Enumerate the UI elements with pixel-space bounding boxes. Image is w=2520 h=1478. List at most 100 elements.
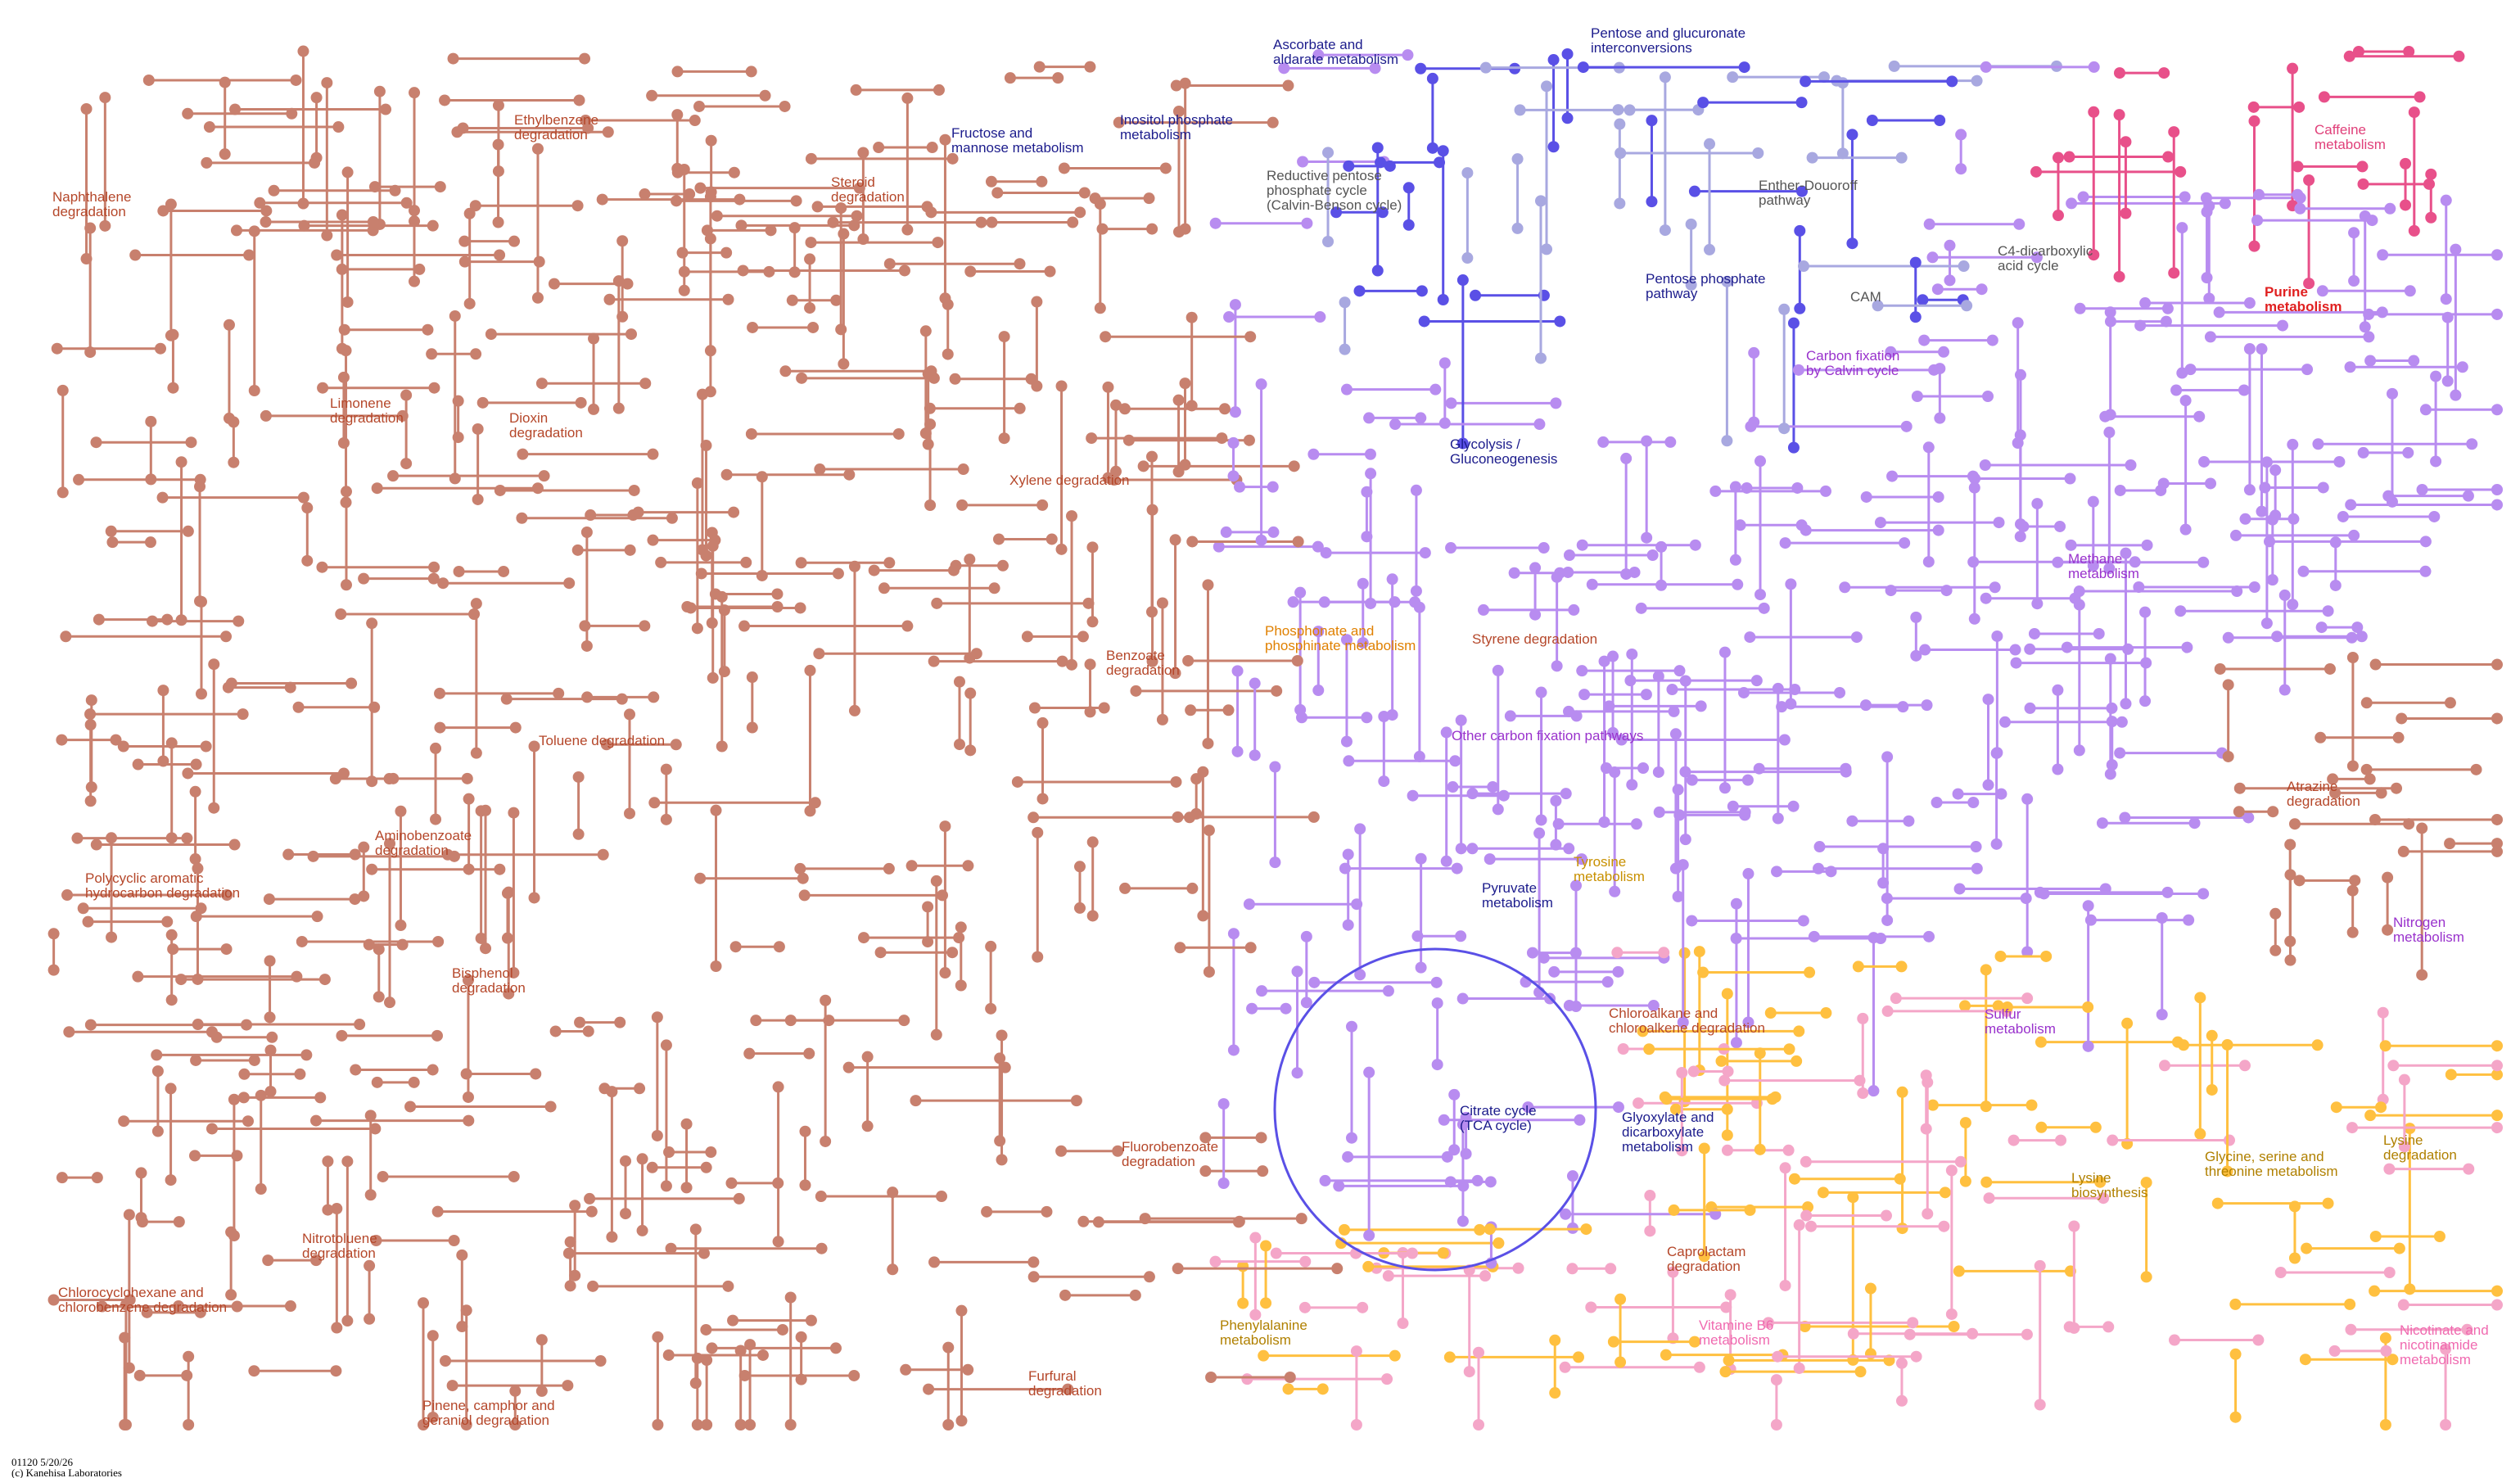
node: [1630, 818, 1642, 830]
node: [1552, 818, 1565, 830]
node: [1945, 1308, 1958, 1320]
node: [93, 613, 105, 626]
node: [1628, 566, 1641, 578]
node: [765, 224, 777, 237]
node: [1748, 346, 1760, 359]
node: [371, 482, 383, 495]
pathway-label: (Calvin-Benson cycle): [1267, 197, 1402, 213]
node: [1455, 843, 1467, 855]
node: [928, 655, 940, 667]
node: [1217, 1177, 1230, 1189]
node: [1070, 1095, 1082, 1107]
node: [588, 332, 600, 345]
node: [1644, 1225, 1656, 1237]
node: [1742, 868, 1755, 880]
node: [264, 955, 276, 967]
node: [1626, 779, 1638, 791]
node: [2030, 251, 2043, 264]
node: [579, 52, 591, 65]
node: [1899, 537, 1911, 549]
node: [1342, 848, 1354, 861]
pathway-label: Pyruvate: [1482, 880, 1537, 896]
node: [2352, 45, 2364, 57]
node: [2379, 1040, 2391, 1052]
node: [603, 293, 616, 305]
node: [883, 258, 896, 270]
node: [772, 1236, 784, 1248]
node: [1938, 1220, 1950, 1232]
node: [1172, 1263, 1184, 1275]
node: [1437, 1247, 1449, 1259]
node: [2175, 165, 2187, 178]
node: [290, 74, 302, 86]
node: [942, 348, 954, 360]
node: [1787, 441, 1800, 454]
node: [580, 527, 593, 539]
node: [2073, 599, 2085, 611]
node: [2222, 679, 2234, 691]
node: [427, 1411, 439, 1423]
node: [544, 1101, 557, 1113]
node: [1745, 420, 1757, 432]
node: [1186, 536, 1199, 548]
node: [1410, 585, 1422, 597]
node: [364, 1189, 377, 1201]
node: [2247, 101, 2260, 113]
node: [878, 582, 890, 594]
node: [463, 793, 475, 805]
node: [1772, 812, 1784, 825]
node: [1934, 363, 1946, 375]
node: [56, 734, 68, 746]
node: [456, 1321, 468, 1333]
pathway-label: Furfural: [1028, 1368, 1077, 1384]
node: [1923, 930, 1935, 942]
node: [606, 1231, 618, 1243]
node: [901, 620, 914, 632]
node: [294, 1068, 306, 1080]
node: [2120, 136, 2132, 148]
node: [2099, 883, 2111, 895]
node: [1179, 377, 1191, 390]
node: [2416, 822, 2428, 834]
node: [1084, 61, 1096, 73]
node: [1894, 1173, 1906, 1185]
node: [838, 358, 850, 370]
node: [2292, 160, 2304, 173]
node: [1109, 465, 1122, 477]
node: [2317, 481, 2329, 494]
node: [2408, 355, 2420, 367]
node: [1880, 1209, 1892, 1222]
node: [2491, 845, 2503, 857]
node: [370, 1235, 382, 1247]
node: [953, 739, 965, 751]
node: [264, 1044, 277, 1056]
labels: EthylbenzenedegradationNaphthalenedegrad…: [52, 25, 2489, 1428]
node: [996, 1154, 1008, 1166]
node: [1732, 578, 1744, 590]
node: [1877, 877, 1890, 889]
node: [2221, 1165, 2233, 1177]
node: [316, 561, 328, 573]
node: [1174, 942, 1186, 954]
pathway-label: Nicotinate and: [2400, 1322, 2489, 1338]
node: [1940, 585, 1953, 597]
node: [2179, 395, 2192, 407]
node: [2161, 886, 2174, 898]
node: [1910, 1350, 1922, 1363]
node: [2277, 319, 2289, 332]
node: [96, 1300, 108, 1313]
node: [1466, 843, 1479, 855]
node: [868, 564, 880, 576]
node: [1514, 104, 1526, 116]
node: [639, 620, 651, 632]
node: [132, 970, 144, 983]
node: [2293, 875, 2305, 887]
node: [986, 216, 998, 228]
node: [2139, 695, 2152, 707]
node: [606, 1086, 618, 1098]
node: [955, 1415, 968, 1427]
node: [1568, 603, 1580, 616]
node: [1954, 1155, 1967, 1168]
node: [563, 577, 576, 590]
node: [1288, 460, 1300, 472]
